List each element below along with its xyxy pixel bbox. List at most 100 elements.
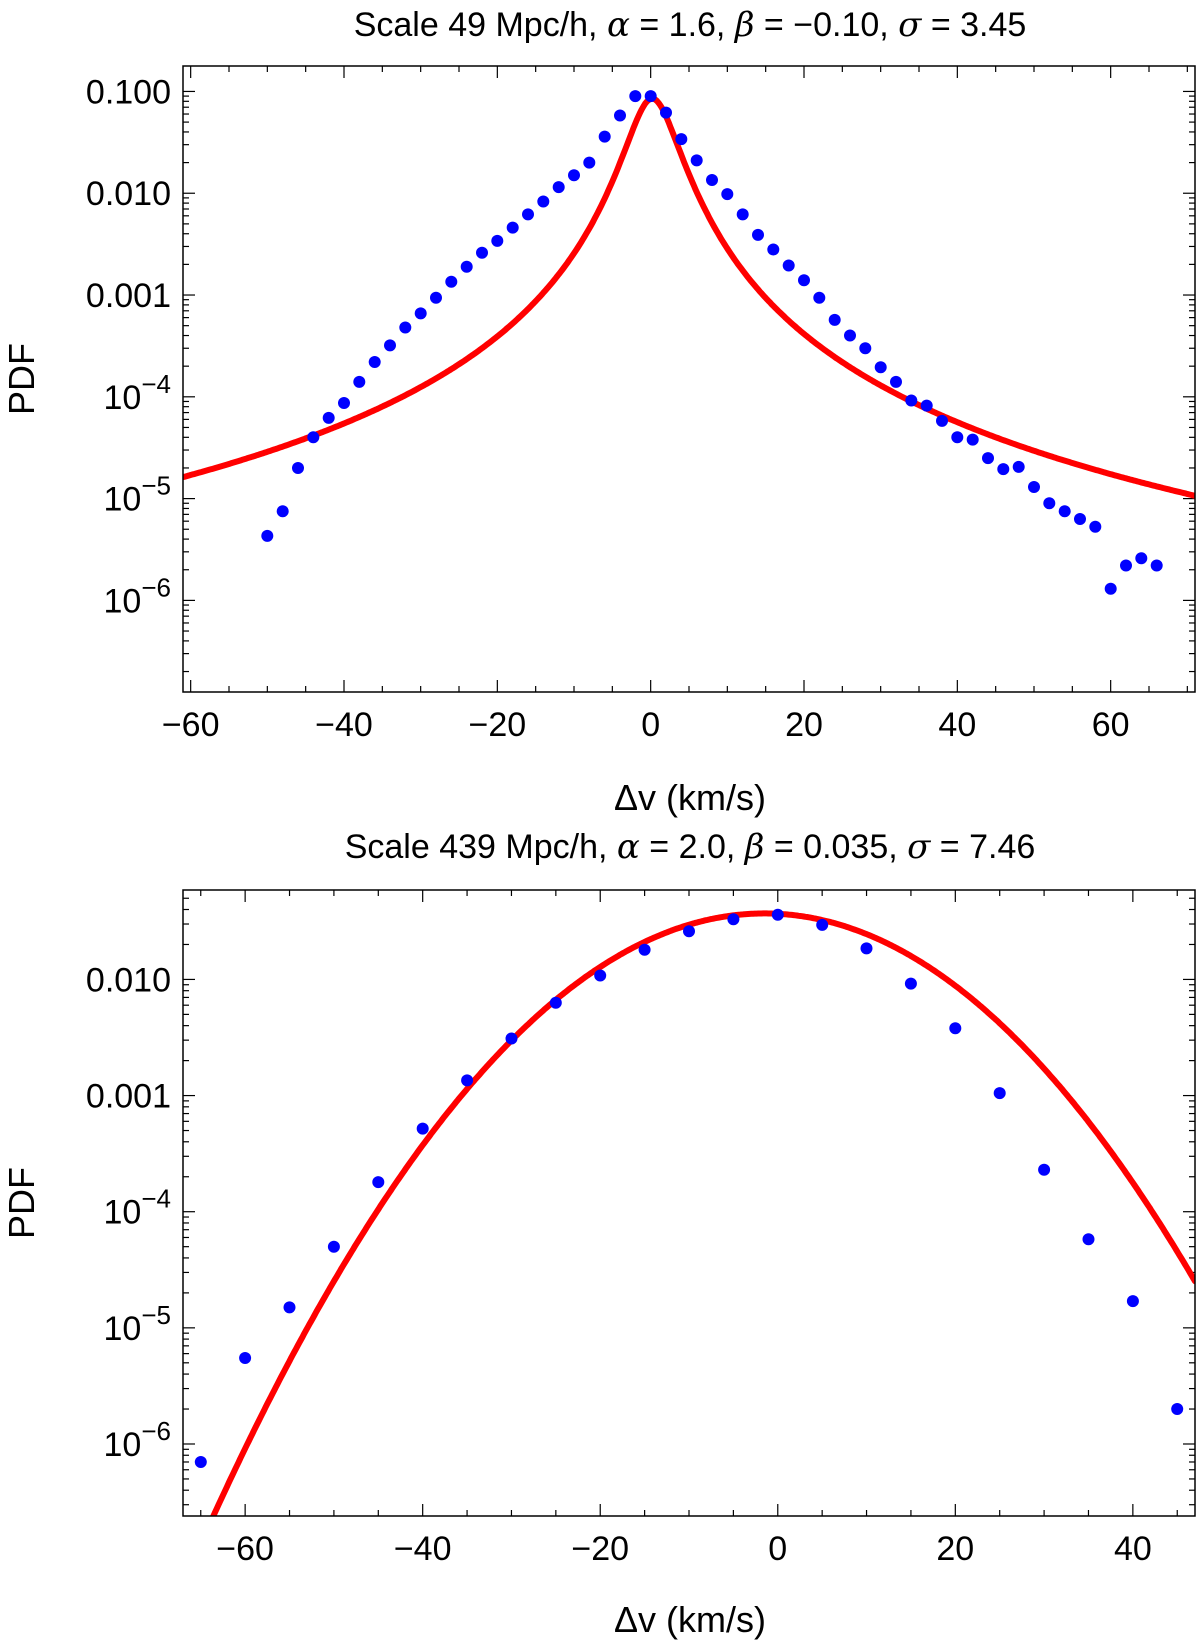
data-point	[353, 375, 366, 388]
data-point	[816, 918, 829, 931]
data-point	[966, 433, 979, 446]
data-point	[1089, 520, 1102, 533]
x-tick-label: −20	[571, 1530, 629, 1568]
data-point	[1012, 460, 1025, 473]
data-point	[461, 1074, 474, 1087]
data-point	[614, 109, 626, 122]
y-tick-label: 0.010	[86, 961, 171, 999]
y-tick-label: 10−4	[104, 1184, 171, 1232]
y-tick-label: 10−5	[104, 471, 171, 519]
data-point	[399, 321, 412, 334]
data-point	[683, 925, 695, 938]
data-point	[583, 156, 596, 169]
data-point	[1126, 1295, 1139, 1308]
data-point	[239, 1352, 252, 1364]
y-tick-label: 10−6	[104, 1416, 171, 1464]
y-tick-label: 0.100	[86, 73, 171, 111]
y-tick-label: 10−5	[104, 1300, 171, 1348]
data-point	[476, 246, 488, 259]
data-point	[706, 174, 718, 186]
x-tick-label: −40	[394, 1530, 452, 1568]
data-point	[904, 977, 917, 990]
data-point	[949, 1022, 962, 1035]
data-point	[292, 462, 304, 474]
data-point	[736, 208, 749, 221]
data-point	[767, 243, 780, 256]
data-point	[920, 399, 933, 412]
data-point	[1028, 481, 1040, 493]
data-point	[491, 234, 504, 247]
data-point	[993, 1087, 1006, 1100]
y-axis-label: PDF	[1, 1167, 42, 1239]
data-point	[1104, 582, 1117, 595]
data-point	[951, 431, 964, 444]
data-point	[327, 1240, 340, 1253]
data-point	[338, 397, 350, 409]
data-point	[675, 133, 688, 146]
plot-frame	[182, 65, 1196, 693]
x-axis-label: Δv (km/s)	[614, 777, 766, 818]
data-point	[727, 913, 740, 926]
data-point	[384, 339, 396, 352]
x-tick-label: 0	[641, 706, 660, 744]
data-point	[568, 169, 580, 182]
data-point	[414, 307, 427, 320]
data-point	[460, 260, 473, 273]
data-point	[1038, 1163, 1051, 1176]
data-point	[798, 274, 810, 287]
x-tick-label: −40	[315, 706, 373, 744]
data-point	[594, 969, 607, 982]
data-point	[1058, 505, 1071, 518]
chart-title: Scale 49 Mpc/h, α = 1.6, β = −0.10, σ = …	[354, 5, 1027, 45]
x-tick-label: 40	[938, 706, 976, 744]
x-tick-label: 20	[785, 706, 823, 744]
data-point	[638, 943, 651, 956]
plot-frame	[182, 889, 1196, 1517]
y-axis-label: PDF	[1, 343, 42, 415]
data-point	[890, 375, 902, 388]
data-point	[261, 529, 274, 542]
x-tick-label: −60	[162, 706, 220, 744]
data-point	[982, 452, 994, 465]
data-point	[445, 275, 458, 288]
x-tick-label: 40	[1114, 1530, 1152, 1568]
data-point	[1150, 559, 1163, 572]
data-point	[1120, 559, 1132, 572]
data-point	[844, 329, 856, 342]
x-tick-label: 60	[1092, 706, 1130, 744]
data-point	[860, 942, 873, 955]
data-point	[660, 106, 672, 119]
y-tick-label: 0.010	[86, 175, 171, 213]
data-point	[194, 1456, 207, 1468]
data-point	[905, 394, 918, 407]
data-point	[771, 908, 784, 921]
data-point	[782, 259, 795, 272]
data-point	[629, 90, 642, 103]
data-point	[1074, 513, 1086, 525]
data-point	[997, 463, 1010, 476]
data-point	[549, 996, 562, 1009]
data-point	[537, 195, 550, 208]
data-point	[276, 505, 289, 518]
data-point	[813, 291, 826, 304]
data-point	[307, 431, 320, 444]
chart-title: Scale 439 Mpc/h, α = 2.0, β = 0.035, σ =…	[345, 827, 1036, 867]
y-tick-label: 10−4	[104, 369, 171, 417]
data-point	[552, 181, 565, 194]
data-point	[430, 291, 442, 304]
data-point	[644, 90, 657, 103]
x-tick-label: 0	[768, 1530, 787, 1568]
data-point	[505, 1032, 518, 1045]
x-tick-label: −20	[468, 706, 526, 744]
data-point	[322, 411, 335, 424]
data-point	[1135, 552, 1148, 565]
y-tick-label: 0.001	[86, 1078, 171, 1116]
data-point	[1171, 1403, 1184, 1415]
data-point	[859, 342, 872, 355]
data-point	[506, 221, 519, 234]
data-point	[721, 188, 734, 201]
data-point	[874, 361, 887, 374]
data-point	[936, 414, 948, 427]
data-point	[1043, 497, 1056, 510]
chart-panel-bottom: Scale 439 Mpc/h, α = 2.0, β = 0.035, σ =…	[1, 827, 1196, 1640]
